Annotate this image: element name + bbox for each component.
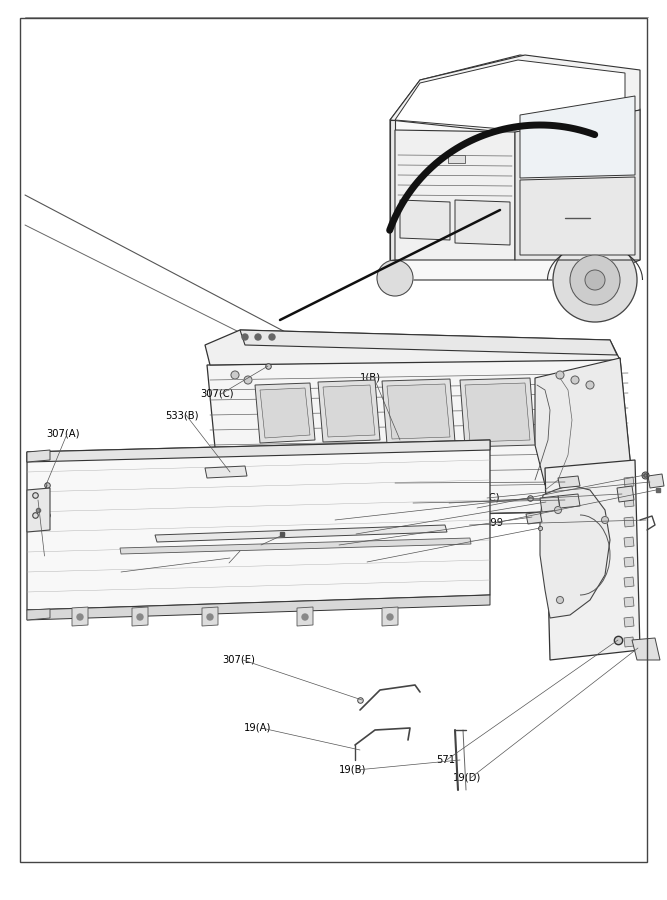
Text: 533(B): 533(B): [165, 410, 199, 420]
Circle shape: [244, 376, 252, 384]
Circle shape: [602, 517, 608, 524]
Polygon shape: [390, 120, 395, 260]
Text: 19(B): 19(B): [339, 765, 366, 775]
Polygon shape: [255, 383, 315, 443]
Polygon shape: [155, 525, 447, 542]
Polygon shape: [624, 617, 634, 627]
Polygon shape: [390, 55, 640, 135]
Polygon shape: [297, 607, 313, 626]
Circle shape: [571, 376, 579, 384]
Polygon shape: [387, 384, 450, 439]
Text: 307(E): 307(E): [222, 655, 255, 665]
Circle shape: [302, 614, 308, 620]
Text: 19(D): 19(D): [453, 773, 482, 783]
Polygon shape: [648, 474, 664, 488]
Text: 1(A): 1(A): [107, 567, 128, 577]
Polygon shape: [515, 110, 640, 260]
Polygon shape: [27, 488, 50, 532]
Text: 307(C): 307(C): [200, 389, 233, 399]
Circle shape: [77, 614, 83, 620]
Text: 533(A): 533(A): [240, 540, 273, 550]
Text: 299: 299: [484, 518, 503, 528]
Polygon shape: [318, 380, 380, 442]
Polygon shape: [27, 595, 490, 620]
Text: 19(C): 19(C): [452, 520, 480, 530]
Polygon shape: [390, 55, 640, 280]
Polygon shape: [624, 637, 634, 647]
Polygon shape: [27, 450, 50, 462]
Polygon shape: [323, 385, 375, 437]
Polygon shape: [132, 607, 148, 626]
Circle shape: [556, 371, 564, 379]
Polygon shape: [624, 577, 634, 587]
Text: 20: 20: [349, 529, 362, 539]
Polygon shape: [207, 358, 635, 520]
Text: 16: 16: [360, 557, 373, 567]
Text: 22: 22: [470, 503, 483, 513]
Circle shape: [137, 614, 143, 620]
Polygon shape: [205, 330, 620, 365]
Polygon shape: [72, 607, 88, 626]
Circle shape: [377, 260, 413, 296]
Polygon shape: [617, 486, 634, 502]
Polygon shape: [632, 638, 660, 660]
Text: 533(C): 533(C): [466, 493, 500, 503]
Circle shape: [231, 371, 239, 379]
Circle shape: [554, 507, 562, 514]
Polygon shape: [526, 512, 542, 524]
Polygon shape: [455, 200, 510, 245]
Circle shape: [387, 614, 393, 620]
Polygon shape: [520, 177, 635, 255]
Polygon shape: [558, 476, 580, 488]
Text: 534(B): 534(B): [374, 478, 408, 488]
Polygon shape: [400, 200, 450, 240]
Text: 307(D): 307(D): [314, 515, 348, 525]
Polygon shape: [448, 155, 465, 163]
Text: 571: 571: [436, 755, 455, 765]
Polygon shape: [460, 378, 535, 447]
Circle shape: [553, 238, 637, 322]
Polygon shape: [120, 538, 471, 554]
Circle shape: [585, 270, 605, 290]
Circle shape: [269, 334, 275, 340]
Polygon shape: [27, 609, 50, 620]
Polygon shape: [27, 440, 490, 610]
Polygon shape: [240, 330, 617, 355]
Circle shape: [570, 255, 620, 305]
Polygon shape: [395, 60, 625, 130]
Polygon shape: [624, 517, 634, 527]
Text: 307(B): 307(B): [208, 558, 241, 568]
Text: 534(A): 534(A): [392, 498, 426, 508]
Text: 307(A): 307(A): [46, 429, 79, 439]
Polygon shape: [624, 597, 634, 607]
Circle shape: [255, 334, 261, 340]
Text: 19(A): 19(A): [244, 723, 271, 733]
Polygon shape: [395, 130, 515, 260]
Circle shape: [242, 334, 248, 340]
Polygon shape: [382, 607, 398, 626]
Polygon shape: [382, 379, 455, 444]
Polygon shape: [27, 440, 490, 462]
Polygon shape: [624, 557, 634, 567]
Polygon shape: [205, 466, 247, 478]
Circle shape: [207, 614, 213, 620]
Polygon shape: [540, 485, 610, 618]
Polygon shape: [545, 460, 640, 660]
Polygon shape: [202, 607, 218, 626]
Polygon shape: [260, 388, 310, 438]
Polygon shape: [624, 477, 634, 487]
Text: 533(D): 533(D): [428, 498, 462, 508]
Circle shape: [556, 597, 564, 604]
Polygon shape: [535, 358, 635, 512]
Polygon shape: [465, 383, 530, 442]
Text: 1(B): 1(B): [360, 373, 381, 383]
Polygon shape: [624, 497, 634, 507]
Text: 533(E): 533(E): [318, 540, 351, 550]
Text: 532: 532: [34, 551, 53, 561]
Polygon shape: [558, 494, 580, 508]
Circle shape: [586, 381, 594, 389]
Polygon shape: [520, 96, 635, 178]
Polygon shape: [624, 537, 634, 547]
Polygon shape: [540, 496, 560, 512]
